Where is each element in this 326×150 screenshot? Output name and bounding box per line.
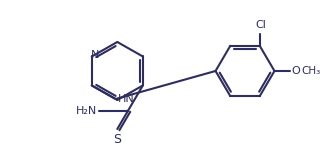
- Text: H₂N: H₂N: [75, 106, 96, 116]
- Text: Cl: Cl: [255, 20, 266, 30]
- Text: N: N: [91, 50, 99, 60]
- Text: CH₃: CH₃: [301, 66, 320, 76]
- Text: O: O: [291, 66, 300, 76]
- Text: S: S: [113, 133, 121, 146]
- Text: HN: HN: [118, 94, 134, 104]
